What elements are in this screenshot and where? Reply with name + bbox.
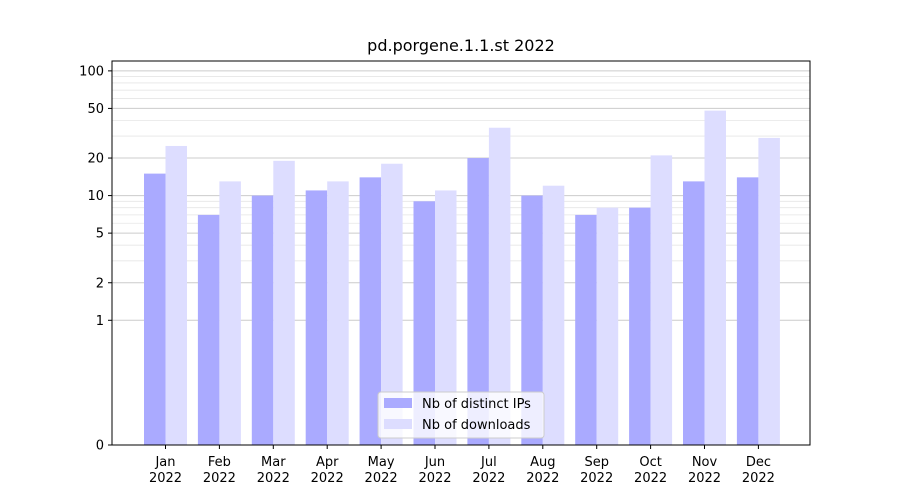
x-tick-label-year: 2022 <box>526 471 559 486</box>
y-tick-label: 10 <box>87 189 104 204</box>
bar-downloads <box>650 155 673 445</box>
bar-downloads <box>758 137 780 446</box>
bar-distinct-ips <box>736 177 759 445</box>
bar-downloads <box>435 190 457 445</box>
bar-downloads <box>381 163 403 445</box>
x-tick-label-month: Feb <box>208 455 231 470</box>
x-axis: Jan2022Feb2022Mar2022Apr2022May2022Jun20… <box>149 445 775 486</box>
legend-label-distinct-ips: Nb of distinct IPs <box>422 397 531 412</box>
x-tick-label-year: 2022 <box>688 471 721 486</box>
y-tick-label: 1 <box>96 314 104 329</box>
x-tick-label-year: 2022 <box>472 471 505 486</box>
y-axis: 0 1 2 5 10 20 50 100 <box>79 64 112 454</box>
x-tick-label-year: 2022 <box>203 471 236 486</box>
x-tick-label-month: Sep <box>584 455 609 470</box>
x-tick-label-year: 2022 <box>580 471 613 486</box>
bar-downloads <box>219 181 241 445</box>
bar-distinct-ips <box>629 207 651 445</box>
x-tick-label-year: 2022 <box>634 471 667 486</box>
plot-frame <box>111 60 811 446</box>
bar-downloads <box>596 207 619 445</box>
legend-swatch-distinct-ips <box>384 398 412 408</box>
x-tick-label-month: Jul <box>480 455 497 470</box>
x-tick-label-month: Apr <box>316 455 339 470</box>
x-tick-label-year: 2022 <box>365 471 398 486</box>
x-tick-label-month: Nov <box>692 455 718 470</box>
x-tick-label-year: 2022 <box>742 471 775 486</box>
bar-distinct-ips <box>197 214 220 445</box>
bar-downloads <box>488 127 511 445</box>
bar-distinct-ips <box>467 158 489 445</box>
legend-swatch-downloads <box>384 419 412 429</box>
chart-title: pd.porgene.1.1.st 2022 <box>367 36 555 55</box>
bar-distinct-ips <box>683 181 705 445</box>
legend-box <box>377 391 545 439</box>
bars <box>144 110 780 446</box>
bar-downloads <box>542 185 565 445</box>
x-tick-label-month: Dec <box>746 455 771 470</box>
x-tick-label-month: Oct <box>639 455 661 470</box>
y-tick-label: 100 <box>79 64 104 79</box>
x-tick-label-month: Mar <box>261 455 286 470</box>
x-tick-label-month: Jun <box>424 455 445 470</box>
bar-downloads <box>165 145 187 446</box>
bar-downloads <box>273 160 295 445</box>
bar-distinct-ips <box>413 201 435 445</box>
y-tick-label: 0 <box>96 439 104 454</box>
x-tick-label-year: 2022 <box>311 471 344 486</box>
x-tick-label-year: 2022 <box>418 471 451 486</box>
bar-distinct-ips <box>359 177 382 445</box>
bar-distinct-ips <box>144 173 166 445</box>
y-tick-label: 5 <box>96 227 104 242</box>
y-tick-label: 2 <box>96 276 104 291</box>
x-tick-label-month: May <box>368 455 395 470</box>
x-tick-label-year: 2022 <box>257 471 290 486</box>
x-tick-label-year: 2022 <box>149 471 182 486</box>
y-tick-label: 20 <box>87 152 104 167</box>
y-tick-label: 50 <box>87 102 104 117</box>
x-tick-label-month: Aug <box>530 455 555 470</box>
legend: Nb of distinct IPs Nb of downloads <box>377 391 545 439</box>
legend-label-downloads: Nb of downloads <box>422 418 531 433</box>
bar-distinct-ips <box>521 195 543 445</box>
bar-distinct-ips <box>251 195 274 445</box>
x-tick-label-month: Jan <box>154 455 175 470</box>
bar-distinct-ips <box>305 190 328 445</box>
bar-downloads <box>704 110 726 445</box>
bar-distinct-ips <box>575 214 597 445</box>
bar-downloads <box>327 181 349 445</box>
